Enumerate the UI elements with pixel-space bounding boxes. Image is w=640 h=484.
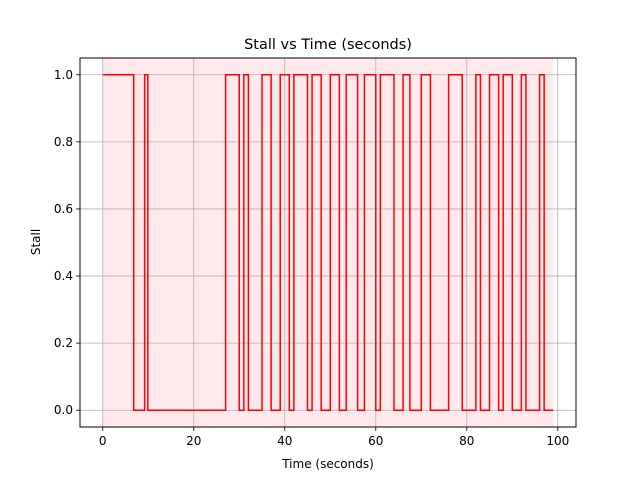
x-ticks: 0 20 40 60 80 100 [99, 427, 569, 448]
x-tick-label: 100 [546, 434, 569, 448]
chart-title: Stall vs Time (seconds) [244, 37, 412, 53]
grid-layer [80, 58, 576, 427]
shaded-span-layer [102, 58, 554, 427]
plot-frame [79, 57, 577, 428]
y-axis-label: Stall [29, 229, 43, 255]
x-tick-label: 40 [277, 434, 292, 448]
x-tick-label: 20 [186, 434, 201, 448]
x-tick-label: 0 [99, 434, 107, 448]
stall-series-line [102, 74, 554, 411]
y-tick-label: 0.4 [54, 269, 73, 283]
shaded-span [102, 58, 554, 427]
y-tick-label: 0.2 [54, 336, 73, 350]
y-ticks: 0.0 0.2 0.4 0.6 0.8 1.0 [54, 68, 80, 417]
series-layer [102, 74, 554, 411]
x-tick-label: 60 [368, 434, 383, 448]
x-tick-label: 80 [459, 434, 474, 448]
x-axis-label: Time (seconds) [281, 457, 374, 471]
y-tick-label: 0.8 [54, 135, 73, 149]
y-tick-label: 0.0 [54, 403, 73, 417]
y-tick-label: 1.0 [54, 68, 73, 82]
y-tick-label: 0.6 [54, 202, 73, 216]
